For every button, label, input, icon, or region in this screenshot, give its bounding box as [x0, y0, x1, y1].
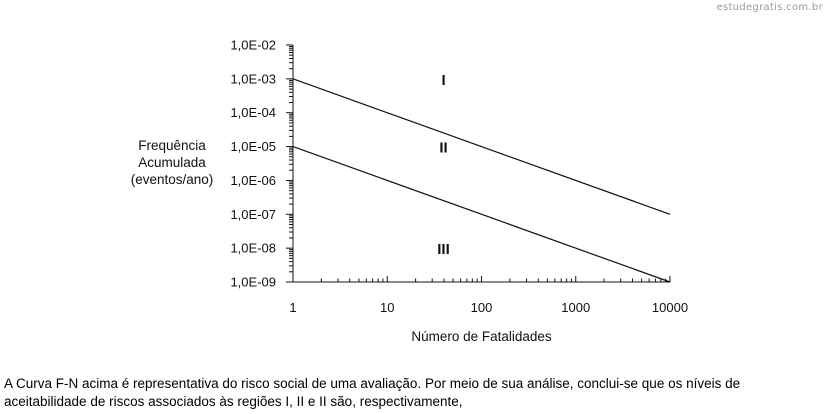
x-tick-label: 100	[471, 300, 493, 315]
region-label-II: II	[439, 140, 447, 157]
x-tick-label: 1	[289, 300, 296, 315]
y-tick-label: 1,0E-04	[230, 105, 276, 120]
y-tick-label: 1,0E-07	[230, 207, 276, 222]
x-tick-label: 10	[380, 300, 394, 315]
y-axis-label-line: (eventos/ano)	[131, 172, 214, 187]
x-tick-label: 1000	[561, 300, 590, 315]
region-label-I: I	[441, 72, 445, 89]
question-text: A Curva F-N acima é representativa do ri…	[4, 375, 826, 411]
y-axis-label-line: Acumulada	[138, 155, 206, 170]
y-axis-label-line: Frequência	[138, 138, 206, 153]
y-tick-label: 1,0E-03	[230, 71, 276, 86]
y-tick-label: 1,0E-02	[230, 38, 276, 53]
watermark: estudegratis.com.br	[716, 2, 823, 13]
fn-curve-chart: 1,0E-02 1,0E-03 1,0E-04 1,0E-05 1,0E-06 1,0E-…	[131, 38, 688, 345]
y-tick-label: 1,0E-09	[230, 275, 276, 290]
x-tick-label: 10000	[652, 300, 688, 315]
question-line-1: A Curva F-N acima é representativa do ri…	[4, 376, 741, 391]
y-tick-label: 1,0E-05	[230, 139, 276, 154]
fn-limit-line-1	[292, 78, 671, 215]
y-tick-label: 1,0E-08	[230, 241, 276, 256]
x-axis-label: Número de Fatalidades	[411, 329, 552, 344]
region-label-III: III	[437, 241, 450, 258]
fn-limit-line-2	[292, 146, 671, 283]
question-line-2: aceitabilidade de riscos associados às r…	[4, 394, 463, 409]
y-tick-label: 1,0E-06	[230, 173, 276, 188]
